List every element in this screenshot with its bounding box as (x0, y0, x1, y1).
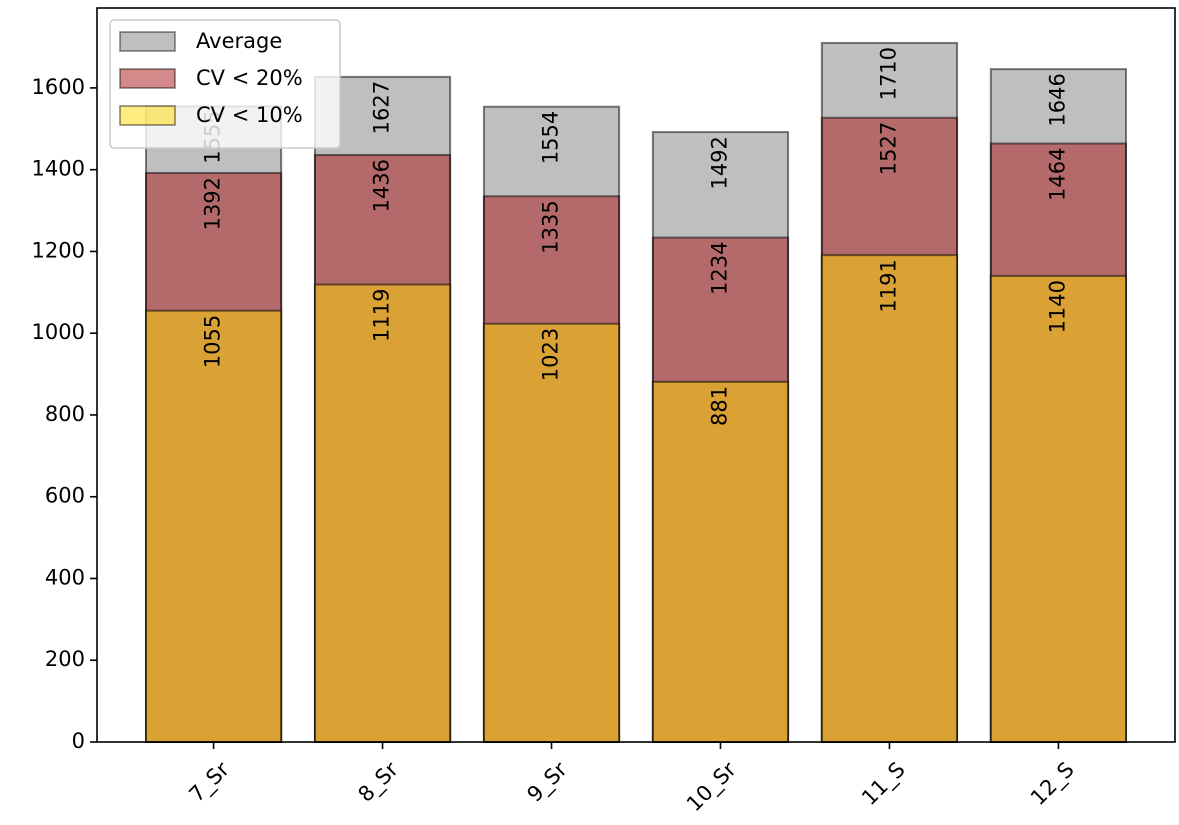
data-label: 1464 (1045, 148, 1069, 201)
data-label: 1055 (201, 315, 225, 368)
x-tick-label: 8_Sr (353, 757, 403, 807)
bar (145, 309, 283, 743)
legend-label: CV < 20% (196, 66, 303, 90)
plot-frame (96, 7, 1176, 743)
legend-swatch (119, 68, 176, 89)
bar (989, 274, 1127, 743)
data-label: 1023 (539, 328, 563, 381)
data-label: 1710 (876, 47, 900, 100)
x-tick-label: 10_Sr (682, 757, 742, 817)
data-label: 1140 (1045, 280, 1069, 333)
bar (820, 254, 959, 743)
data-label: 1234 (707, 242, 731, 295)
y-tick-label: 600 (45, 484, 85, 508)
y-tick-label: 800 (45, 402, 85, 426)
data-label: 1646 (1045, 73, 1069, 126)
bar (482, 322, 621, 743)
legend-swatch (119, 105, 176, 126)
y-tick-label: 200 (45, 647, 85, 671)
data-label: 1392 (201, 177, 225, 230)
legend-label: CV < 10% (196, 103, 303, 127)
data-label: 1191 (876, 259, 900, 312)
y-tick-label: 1600 (32, 75, 85, 99)
legend-swatch (119, 31, 176, 52)
y-tick-label: 400 (45, 565, 85, 589)
y-tick-label: 1200 (32, 238, 85, 262)
y-tick-label: 0 (72, 729, 85, 753)
data-label: 1554 (539, 111, 563, 164)
x-tick-label: 9_Sr (522, 757, 572, 807)
data-label: 1627 (370, 81, 394, 134)
data-label: 1119 (370, 289, 394, 342)
data-label: 1492 (707, 136, 731, 189)
data-label: 1527 (876, 122, 900, 175)
data-label: 1436 (370, 159, 394, 212)
data-label: 881 (707, 386, 731, 426)
bar (651, 380, 790, 743)
legend-label: Average (196, 29, 282, 53)
x-tick-label: 7_Sr (184, 757, 234, 807)
data-label: 1335 (539, 200, 563, 253)
y-tick-label: 1000 (32, 320, 85, 344)
x-tick-label: 11_S (857, 757, 910, 810)
bar (313, 283, 452, 743)
x-tick-label: 12_S (1026, 757, 1079, 810)
y-tick-label: 1400 (32, 157, 85, 181)
